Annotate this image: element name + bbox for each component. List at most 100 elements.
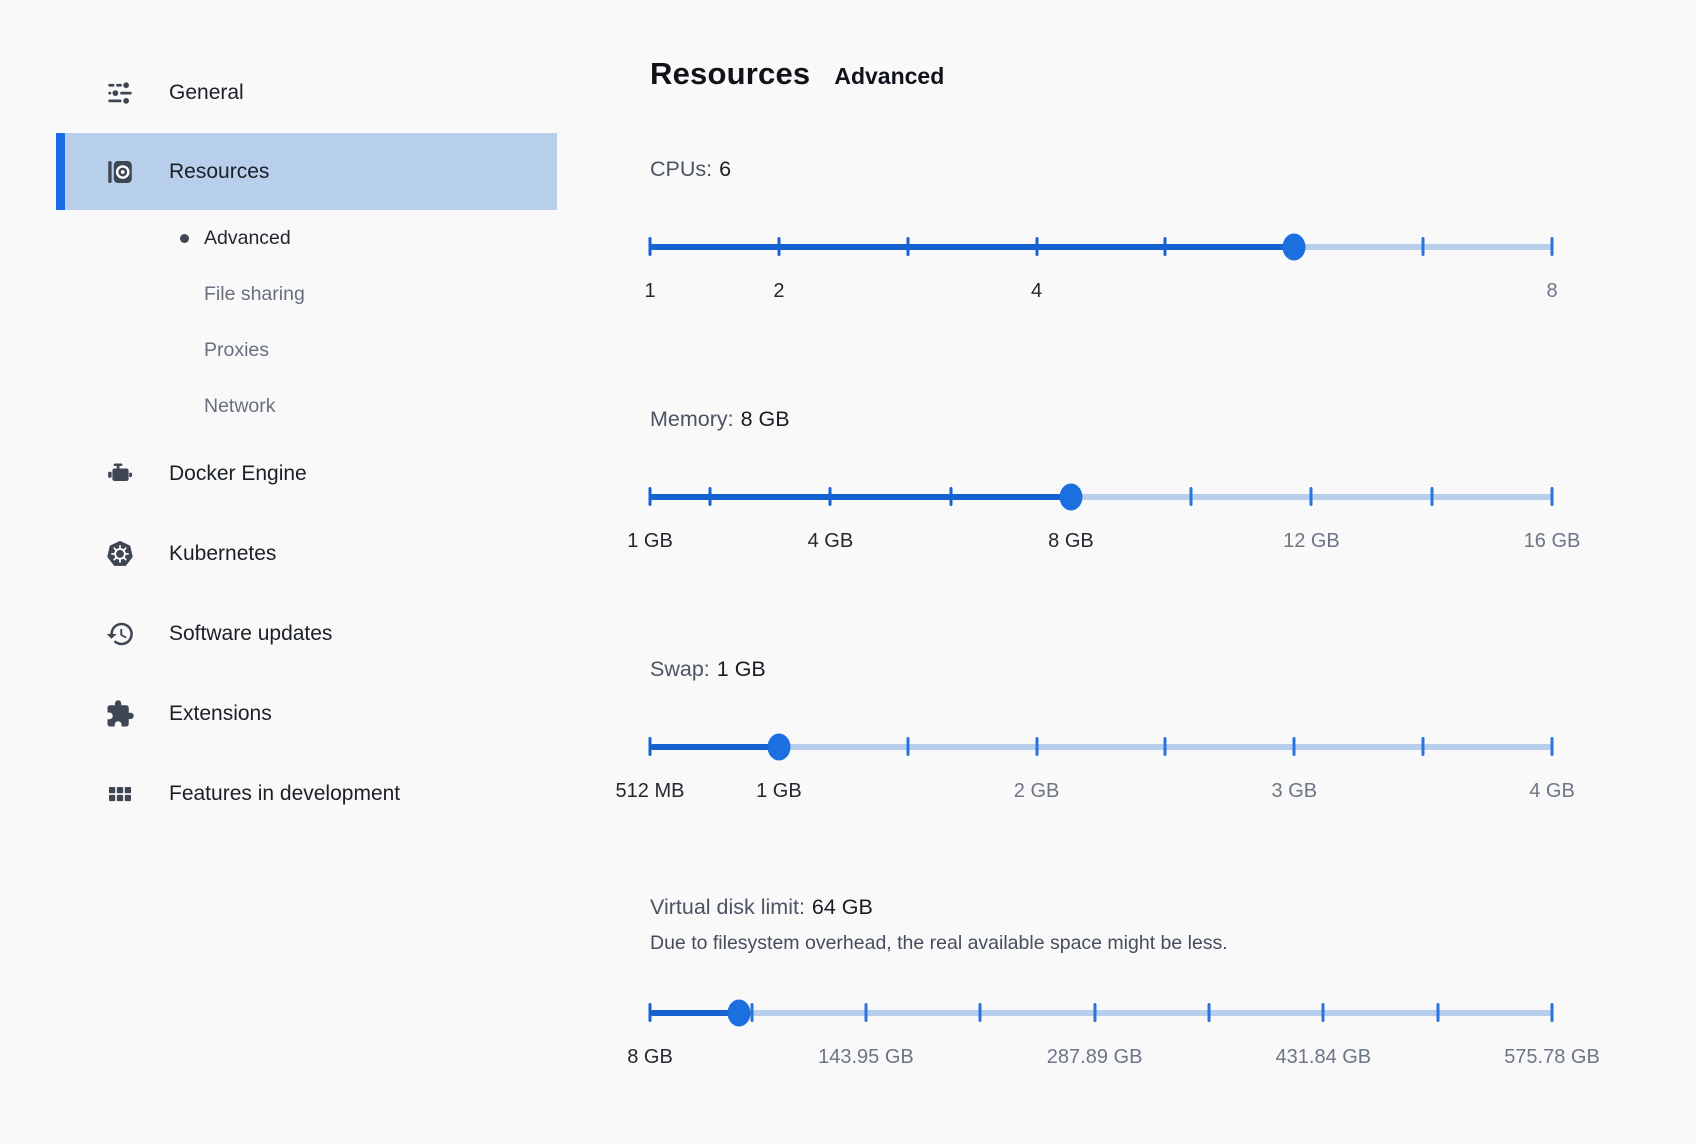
- settings-content: Resources Advanced CPUs: 6 1 2 4 8 Memory: 8 GB…: [616, 0, 1630, 1072]
- slider-tick-label: 512 MB: [615, 780, 685, 802]
- virtual-disk-limit-slider[interactable]: [648, 998, 1554, 1028]
- slider-tick: [1550, 737, 1554, 756]
- cpus-slider[interactable]: [648, 232, 1554, 262]
- slider-tick: [949, 487, 953, 506]
- slider-tick: [864, 1003, 868, 1022]
- slider-track: [650, 1010, 1552, 1016]
- sidebar-subitem-network[interactable]: Network: [56, 378, 557, 434]
- slider-tick: [1035, 737, 1039, 756]
- slider-tick: [648, 487, 652, 506]
- slider-tick: [906, 737, 910, 756]
- swap-heading: Swap: 1 GB: [650, 656, 1552, 682]
- slider-fill: [650, 494, 1071, 500]
- slider-track: [650, 744, 1552, 750]
- grid-icon: [103, 777, 137, 811]
- slider-tick: [1189, 487, 1193, 506]
- virtual-disk-limit-heading: Virtual disk limit: 64 GB: [650, 894, 1552, 920]
- sidebar-item-label: Resources: [169, 159, 270, 183]
- sidebar-item-software-updates[interactable]: Software updates: [56, 594, 557, 674]
- sidebar-subitem-advanced[interactable]: Advanced: [56, 210, 557, 266]
- slider-tick: [1093, 1003, 1097, 1022]
- history-icon: [103, 617, 137, 651]
- sidebar-item-docker-engine[interactable]: Docker Engine: [56, 434, 557, 514]
- sidebar-item-features-in-development[interactable]: Features in development: [56, 754, 557, 834]
- slider-tick: [1421, 737, 1425, 756]
- slider-tick-label: 2 GB: [1013, 780, 1060, 802]
- sidebar-item-label: General: [169, 81, 244, 104]
- slider-tick-label: 575.78 GB: [1504, 1046, 1600, 1068]
- slider-fill: [650, 1010, 739, 1016]
- page-subtitle: Advanced: [834, 63, 945, 89]
- sidebar-item-general[interactable]: General: [56, 53, 557, 133]
- swap-value: 1 GB: [716, 657, 766, 681]
- virtual-disk-limit-tick-labels: 8 GB 143.95 GB 287.89 GB 431.84 GB 575.78 GB: [627, 1046, 1600, 1072]
- slider-tick-label: 3 GB: [1271, 780, 1318, 802]
- sidebar-subitem-file-sharing[interactable]: File sharing: [56, 266, 557, 322]
- virtual-disk-limit-label: Virtual disk limit:: [650, 895, 805, 919]
- slider-tick: [1163, 737, 1167, 756]
- settings-sidebar: General Resources Advanced File sharing Pro…: [56, 53, 557, 834]
- slider-tick: [1163, 237, 1167, 256]
- engine-icon: [103, 457, 137, 491]
- sliders-icon: [103, 76, 137, 110]
- memory-heading: Memory: 8 GB: [650, 406, 1552, 432]
- swap-tick-labels: 512 MB 1 GB 2 GB 3 GB 4 GB: [616, 780, 1575, 806]
- swap-section: Swap: 1 GB 512 MB 1 GB 2 GB 3 GB 4 GB: [616, 656, 1575, 806]
- slider-tick: [828, 487, 832, 506]
- virtual-disk-limit-note: Due to filesystem overhead, the real ava…: [650, 932, 1228, 954]
- slider-tick-label: 4: [1031, 280, 1043, 302]
- cpus-tick-labels: 1 2 4 8: [644, 280, 1557, 306]
- sidebar-item-label: Kubernetes: [169, 542, 277, 565]
- slider-tick-label: 8 GB: [1048, 530, 1094, 552]
- slider-tick: [648, 737, 652, 756]
- memory-value: 8 GB: [740, 407, 790, 431]
- memory-slider[interactable]: [648, 482, 1554, 512]
- virtual-disk-limit-section: Virtual disk limit: 64 GB Due to filesyste…: [627, 894, 1600, 1072]
- slider-tick: [1550, 1003, 1554, 1022]
- virtual-disk-limit-slider-handle[interactable]: [727, 999, 751, 1027]
- slider-tick-label: 287.89 GB: [1046, 1046, 1143, 1068]
- sidebar-item-extensions[interactable]: Extensions: [56, 674, 557, 754]
- swap-slider[interactable]: [648, 732, 1554, 762]
- slider-tick: [777, 237, 781, 256]
- sidebar-subitem-label: Network: [204, 394, 276, 417]
- slider-tick-label: 1 GB: [756, 780, 802, 802]
- sidebar-item-label: Software updates: [169, 622, 333, 645]
- sidebar-item-kubernetes[interactable]: Kubernetes: [56, 514, 557, 594]
- slider-tick-label: 16 GB: [1523, 530, 1581, 552]
- slider-tick: [1035, 237, 1039, 256]
- puzzle-icon: [103, 697, 137, 731]
- slider-tick-label: 12 GB: [1283, 530, 1340, 552]
- virtual-disk-limit-value: 64 GB: [811, 895, 873, 919]
- memory-tick-labels: 1 GB 4 GB 8 GB 12 GB 16 GB: [627, 530, 1580, 556]
- slider-tick-label: 4 GB: [1529, 780, 1575, 802]
- page-header: Resources Advanced: [650, 56, 1630, 92]
- sidebar-subitem-label: Advanced: [204, 226, 291, 249]
- page-title: Resources: [650, 56, 811, 91]
- slider-tick-label: 1: [644, 280, 656, 302]
- slider-tick: [750, 1003, 754, 1022]
- cpus-label: CPUs:: [650, 157, 713, 181]
- sidebar-subitem-proxies[interactable]: Proxies: [56, 322, 557, 378]
- slider-fill: [650, 244, 1295, 250]
- slider-tick: [648, 237, 652, 256]
- cpus-slider-handle[interactable]: [1282, 233, 1306, 261]
- swap-label: Swap:: [650, 657, 710, 681]
- slider-tick: [1550, 487, 1554, 506]
- slider-tick: [1550, 237, 1554, 256]
- slider-tick-label: 143.95 GB: [818, 1046, 914, 1068]
- cpus-section: CPUs: 6 1 2 4 8: [644, 156, 1557, 306]
- sidebar-item-label: Features in development: [169, 782, 401, 805]
- sidebar-subitem-label: File sharing: [204, 282, 305, 305]
- memory-slider-handle[interactable]: [1059, 483, 1083, 511]
- sidebar-item-resources[interactable]: Resources: [56, 133, 557, 210]
- memory-label: Memory:: [650, 407, 734, 431]
- slider-tick: [1309, 487, 1313, 506]
- swap-slider-handle[interactable]: [767, 733, 791, 761]
- slider-tick: [1292, 737, 1296, 756]
- cpus-heading: CPUs: 6: [650, 156, 1552, 182]
- sidebar-item-label: Docker Engine: [169, 462, 307, 485]
- sliders-container: CPUs: 6 1 2 4 8 Memory: 8 GB 1 GB 4 GB 8 GB 12 GB 16…: [616, 156, 1630, 1072]
- slider-tick-label: 8 GB: [627, 1046, 673, 1068]
- active-bullet-icon: [180, 233, 189, 243]
